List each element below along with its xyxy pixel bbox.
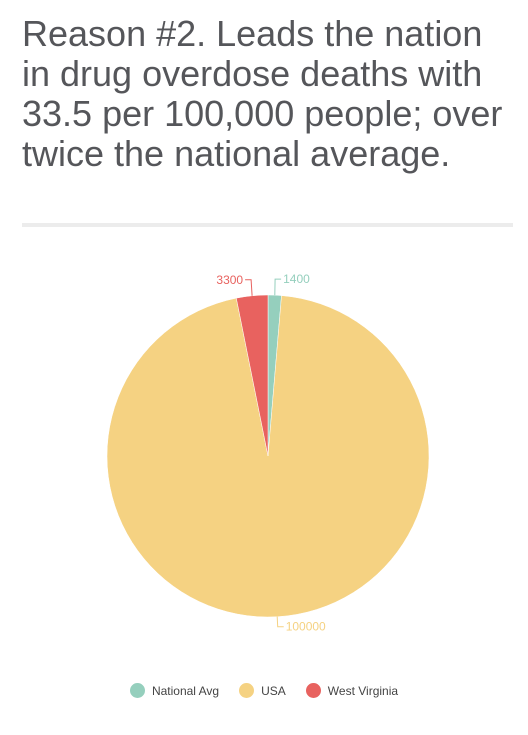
- legend-item-national-avg[interactable]: National Avg: [129, 683, 220, 698]
- leader-line-national-avg: [274, 278, 282, 296]
- leader-line-west-virginia: [245, 279, 253, 296]
- page-title: Reason #2. Leads the nation in drug over…: [22, 13, 503, 174]
- legend-item-west-virginia[interactable]: West Virginia: [305, 683, 399, 698]
- leader-line-usa: [276, 616, 284, 628]
- pie-chart: 1400 100000 3300: [106, 272, 430, 634]
- legend-swatch-west-virginia: [305, 683, 321, 698]
- legend-swatch-national-avg: [129, 683, 145, 698]
- data-label-national-avg: 1400: [283, 272, 310, 286]
- legend-label: National Avg: [151, 683, 220, 698]
- legend-item-usa[interactable]: USA: [239, 683, 286, 698]
- data-label-west-virginia: 3300: [216, 273, 243, 287]
- chart-legend: National Avg USA West Virginia: [0, 683, 528, 698]
- legend-swatch-usa: [239, 683, 255, 698]
- legend-label: West Virginia: [327, 683, 399, 698]
- title-divider: [22, 223, 513, 227]
- legend-label: USA: [261, 683, 286, 698]
- data-label-usa: 100000: [286, 620, 326, 634]
